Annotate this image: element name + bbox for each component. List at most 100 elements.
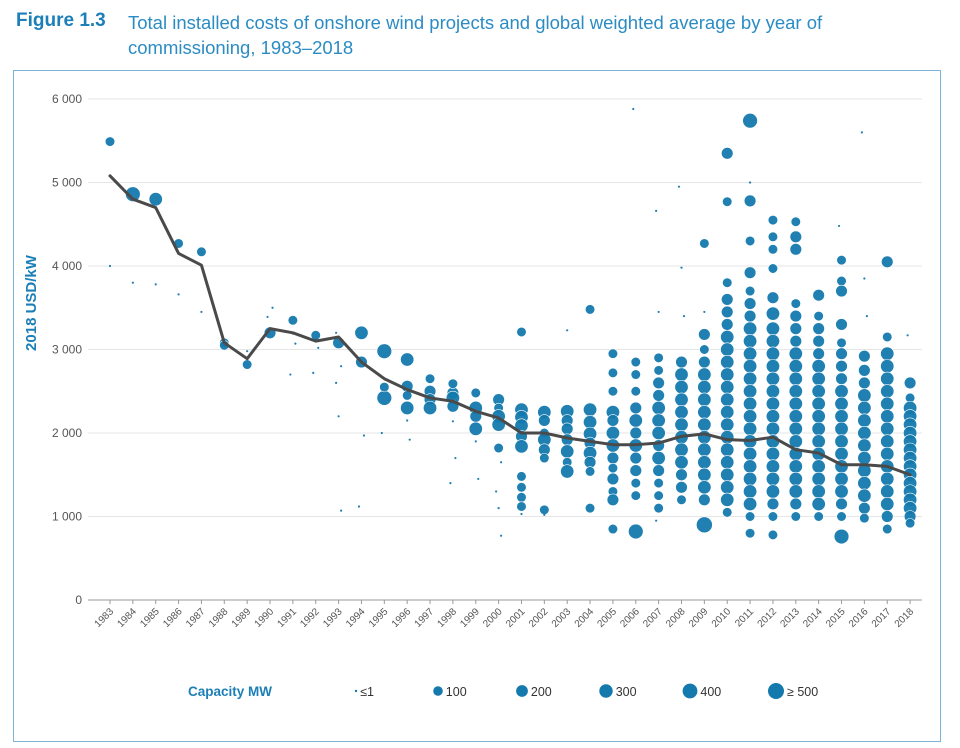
project-bubble (880, 346, 895, 361)
project-bubble (652, 389, 665, 402)
project-bubble (408, 438, 411, 441)
project-bubble (698, 493, 711, 506)
y-tick-label: 6 000 (52, 92, 82, 106)
project-bubble (682, 315, 686, 318)
project-bubbles (104, 107, 918, 545)
x-tick-label: 2016 (847, 606, 871, 630)
project-bubble (674, 442, 689, 457)
project-bubble (863, 277, 866, 280)
project-bubble (606, 414, 620, 427)
project-bubble (788, 346, 803, 361)
project-bubble (500, 461, 503, 464)
project-bubble (721, 318, 734, 331)
project-bubble (720, 405, 735, 420)
project-bubble (811, 409, 826, 424)
x-tick-label: 1987 (184, 606, 208, 630)
x-tick-label: 1992 (298, 606, 322, 630)
project-bubble (857, 476, 872, 491)
project-bubble (812, 347, 825, 360)
project-bubble (294, 342, 297, 345)
project-bubble (857, 413, 872, 428)
project-bubble (858, 501, 871, 515)
project-bubble (698, 328, 711, 341)
project-bubble (675, 481, 688, 494)
project-bubble (703, 310, 706, 314)
project-bubble (675, 355, 688, 369)
project-bubble (674, 380, 689, 395)
project-bubble (882, 523, 893, 535)
project-bubble (790, 216, 801, 227)
project-bubble (354, 325, 369, 340)
project-bubble (765, 321, 780, 336)
project-bubble (721, 147, 734, 160)
project-bubble (108, 264, 112, 268)
project-bubble (860, 131, 863, 134)
project-bubble (675, 468, 688, 481)
x-tick-label: 1996 (390, 606, 414, 630)
project-bubble (539, 504, 550, 515)
project-bubble (765, 359, 780, 374)
project-bubble (743, 471, 758, 486)
x-tick-label: 2000 (481, 606, 505, 630)
project-bubble (125, 186, 141, 202)
project-bubble (583, 402, 598, 417)
project-bubble (790, 298, 801, 309)
project-bubble (835, 318, 848, 331)
x-tick-label: 2012 (756, 606, 780, 630)
project-bubble (676, 494, 687, 505)
project-bubble (811, 421, 826, 436)
legend: Capacity MW ≤1 100 200 300 400 ≥ 500 (188, 683, 818, 699)
project-bubble (584, 503, 596, 514)
legend-swatch (682, 683, 698, 699)
project-bubble (657, 310, 660, 314)
project-bubble (857, 438, 872, 453)
project-bubble (653, 365, 664, 376)
x-tick-label: 2018 (893, 606, 917, 630)
project-bubble (720, 455, 735, 470)
project-bubble (765, 471, 780, 486)
project-bubble (516, 492, 527, 503)
project-bubble (811, 471, 826, 486)
project-bubble (357, 505, 361, 508)
project-bubble (561, 422, 574, 436)
project-bubble (539, 452, 550, 464)
project-bubble (765, 396, 780, 411)
project-bubble (104, 136, 116, 147)
legend-swatch (599, 684, 613, 698)
project-bubble (743, 297, 757, 310)
legend-swatch (768, 683, 784, 699)
project-bubble (721, 293, 734, 306)
project-bubble (699, 238, 710, 249)
weighted-average-line-group (108, 174, 912, 477)
project-bubble (834, 409, 849, 424)
project-bubble (765, 484, 780, 499)
project-bubble (154, 283, 157, 286)
project-bubble (720, 417, 735, 432)
project-bubble (880, 471, 895, 486)
project-bubble (468, 421, 483, 436)
project-bubble (720, 492, 735, 507)
project-bubble (881, 510, 894, 523)
project-bubble (451, 420, 454, 423)
project-bubble (790, 511, 801, 522)
project-bubble (721, 305, 734, 319)
project-bubble (743, 459, 758, 474)
project-bubble (743, 496, 758, 511)
project-bubble (560, 464, 575, 479)
legend-label: ≥ 500 (787, 685, 818, 699)
x-tick-label: 1988 (207, 606, 231, 630)
project-bubble (835, 372, 848, 385)
project-bubble (743, 321, 758, 336)
project-bubble (765, 384, 780, 399)
project-bubble (742, 113, 758, 129)
weighted-average-line (108, 174, 912, 477)
project-bubble (720, 442, 735, 457)
x-tick-label: 2015 (824, 606, 848, 630)
project-bubble (880, 371, 895, 386)
legend-swatch (516, 685, 528, 697)
project-bubble (744, 511, 756, 522)
project-bubble (271, 306, 274, 309)
project-bubble (497, 507, 500, 510)
project-bubble (651, 451, 666, 466)
project-bubble (653, 352, 664, 363)
